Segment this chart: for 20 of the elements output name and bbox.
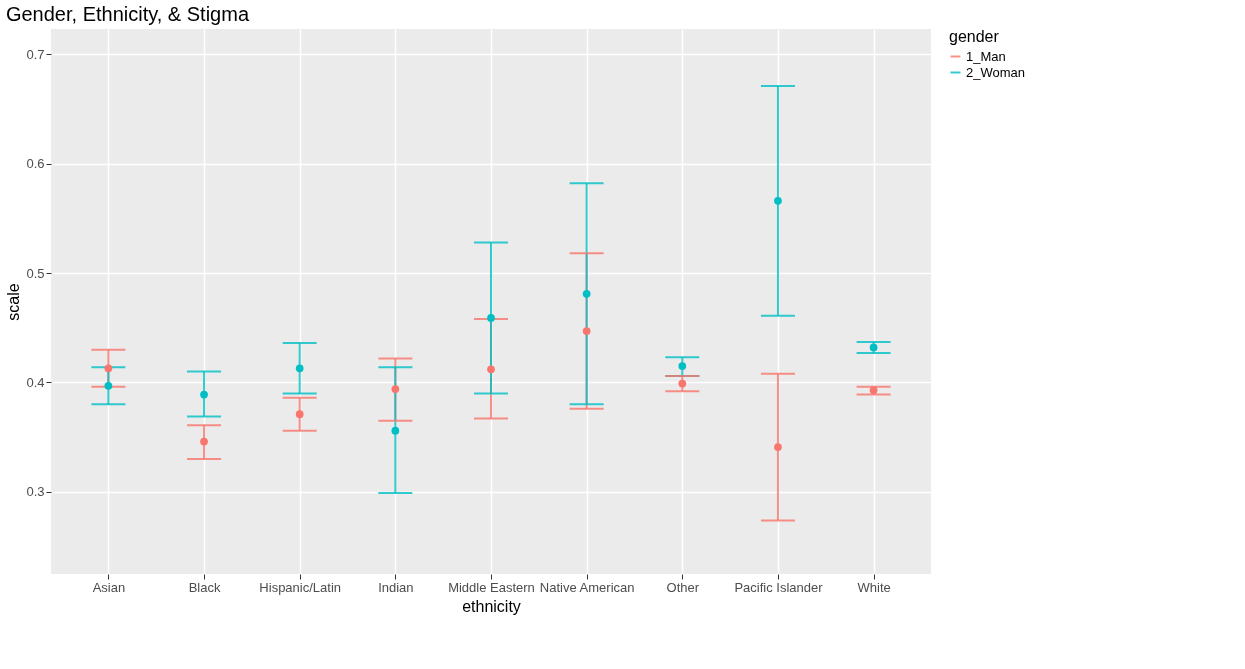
y-tick-label: 0.6 [26,156,45,172]
x-tick-label: Hispanic/Latin [259,579,342,595]
chart-title: Gender, Ethnicity, & Stigma [5,3,250,25]
legend-label: 2_Woman [966,64,1026,80]
x-tick-label: Middle Eastern [448,579,535,595]
x-tick-label: Black [188,579,221,595]
x-tick-label: Pacific Islander [734,579,824,595]
y-tick-label: 0.5 [26,265,45,281]
y-tick-label: 0.3 [26,484,45,500]
y-tick-label: 0.7 [26,46,45,62]
y-axis-title: scale [5,283,23,321]
x-tick-label: White [857,579,891,595]
x-tick-label: Other [666,579,700,595]
legend-label: 1_Man [966,48,1006,64]
x-tick-label: Native American [539,579,635,595]
x-tick-label: Indian [378,579,414,595]
y-tick-label: 0.4 [26,374,45,390]
legend-title: gender [949,28,1000,45]
x-axis-title: ethnicity [462,597,521,615]
x-tick-label: Asian [92,579,126,595]
